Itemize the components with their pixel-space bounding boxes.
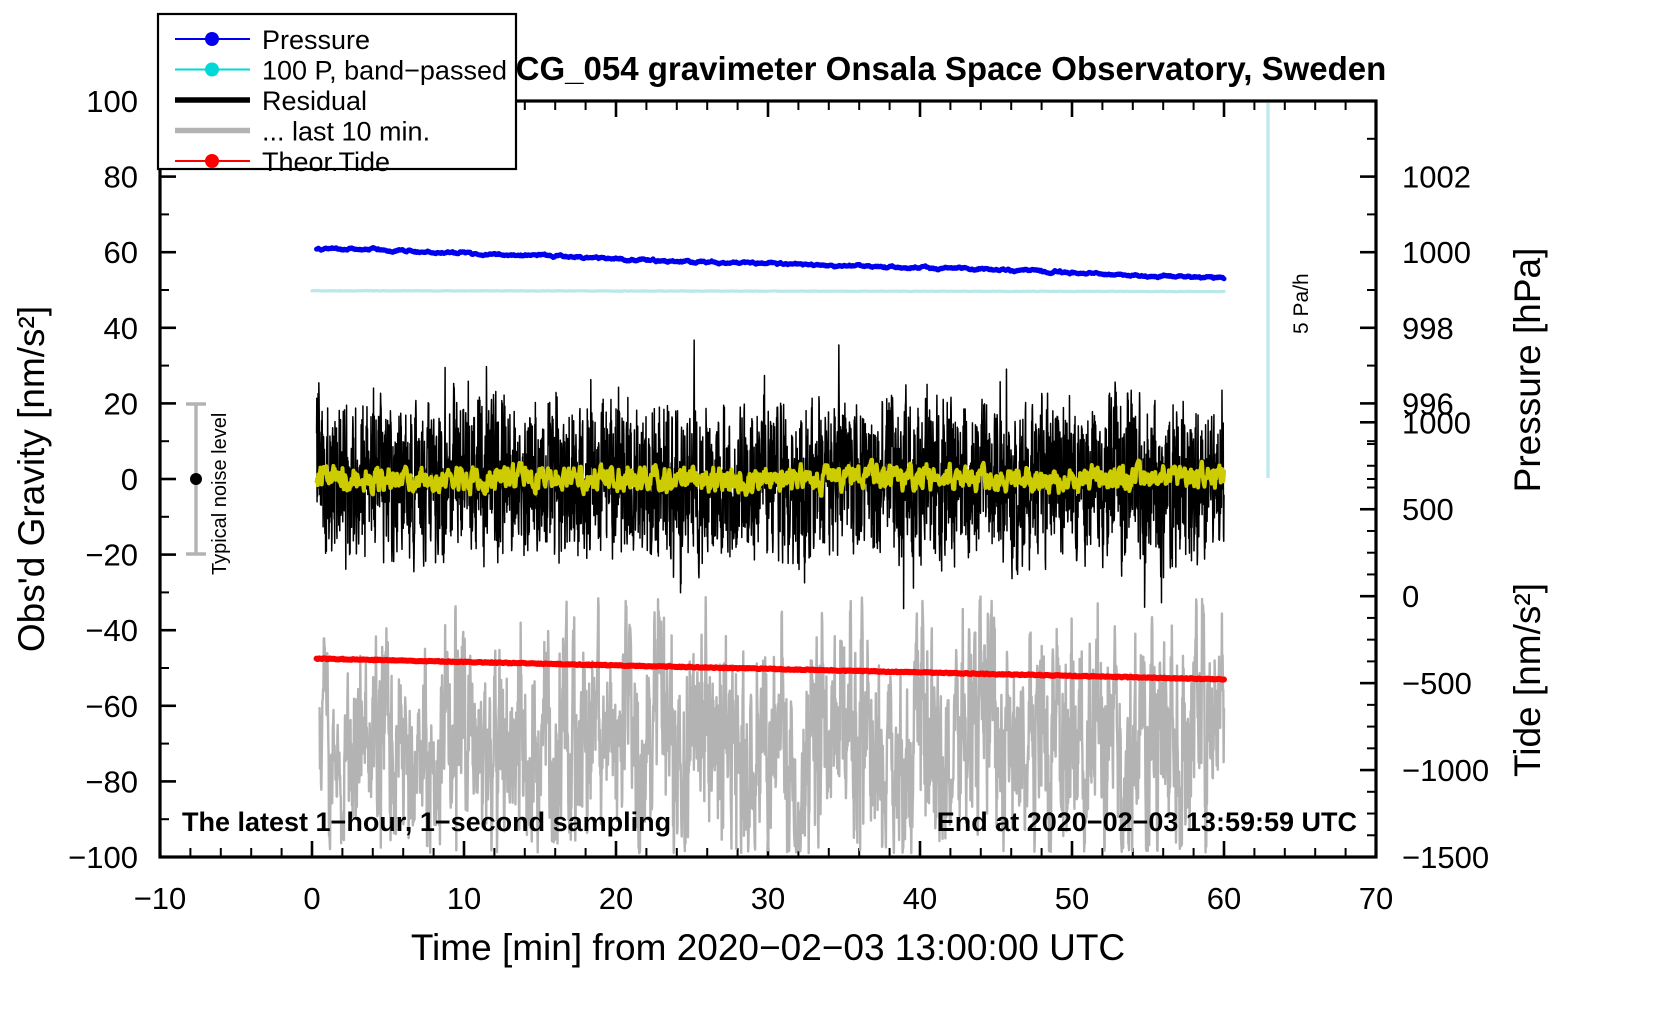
right-tick-label-pressure: 998	[1402, 311, 1454, 346]
noise-bar-center-dot	[190, 473, 202, 485]
noise-level-label: Typical noise level	[209, 413, 231, 575]
data-series	[310, 245, 1227, 855]
right-axis-label-pressure: Pressure [hPa]	[1507, 248, 1548, 493]
legend-label-3: ... last 10 min.	[262, 117, 430, 147]
x-tick-label: 60	[1207, 881, 1241, 916]
x-tick-label: 0	[303, 881, 320, 916]
series-residual-smoothed	[314, 457, 1226, 498]
pressure-scalebar: 5 Pa/h	[1266, 103, 1313, 478]
y-tick-label: 60	[104, 235, 138, 270]
right-tick-label-pressure: 996	[1402, 386, 1454, 421]
typical-noise-level-marker: Typical noise level	[186, 402, 231, 575]
y-tick-label: 40	[104, 311, 138, 346]
y-tick-label: 20	[104, 386, 138, 421]
legend-label-2: Residual	[262, 86, 367, 116]
right-tick-label-tide: 0	[1402, 579, 1419, 614]
page-title: SCG_054 gravimeter Onsala Space Observat…	[494, 50, 1387, 87]
x-tick-label: 40	[903, 881, 937, 916]
y-tick-label: 100	[86, 84, 138, 119]
right-tick-label-tide: −1500	[1402, 840, 1489, 875]
legend-marker-4	[205, 154, 219, 168]
legend-marker-1	[205, 62, 219, 77]
series-band-passed-pressure	[310, 288, 1226, 294]
right-tick-label-tide: 500	[1402, 492, 1454, 527]
y-axis-label: Obs'd Gravity [nm/s²]	[11, 306, 52, 652]
right-axis-label-tide: Tide [nm/s²]	[1507, 583, 1548, 777]
series-theoretical-tide	[313, 655, 1227, 683]
series-residual	[315, 339, 1225, 610]
legend-label-1: 100 P, band−passed	[262, 56, 507, 86]
annotation-bottom-right: End at 2020−02−03 13:59:59 UTC	[937, 807, 1357, 837]
axis-tick-labels: −10 0 10 20 30 40 50 60 70−100−80−60−40−20020406…	[68, 84, 1489, 916]
x-tick-label: 20	[599, 881, 633, 916]
right-tick-label-tide: −1000	[1402, 753, 1489, 788]
x-tick-label: 10	[447, 881, 481, 916]
annotation-bottom-left: The latest 1−hour, 1−second sampling	[182, 807, 671, 837]
y-tick-label: 0	[121, 462, 138, 497]
right-tick-label-pressure: 1000	[1402, 235, 1471, 270]
series-pressure	[314, 245, 1227, 282]
y-tick-label: −80	[85, 764, 138, 799]
right-tick-label-tide: −500	[1402, 666, 1472, 701]
y-tick-label: −100	[68, 840, 138, 875]
y-tick-label: −60	[85, 689, 138, 724]
x-axis-label: Time [min] from 2020−02−03 13:00:00 UTC	[411, 927, 1125, 968]
x-tick-label: −10	[134, 881, 187, 916]
plot-frame	[158, 99, 1378, 859]
x-tick-label: 70	[1359, 881, 1393, 916]
x-tick-label: 50	[1055, 881, 1089, 916]
y-tick-label: −20	[85, 538, 138, 573]
x-tick-label: 30	[751, 881, 785, 916]
scalebar-label: 5 Pa/h	[1290, 273, 1313, 334]
right-tick-label-pressure: 1002	[1402, 160, 1471, 195]
legend-label-4: Theor.Tide	[262, 147, 390, 177]
legend-label-0: Pressure	[262, 25, 370, 55]
y-tick-label: 80	[104, 160, 138, 195]
right-tick-label-tide: 1000	[1402, 405, 1471, 440]
legend-marker-0	[205, 32, 219, 46]
y-tick-label: −40	[85, 613, 138, 648]
